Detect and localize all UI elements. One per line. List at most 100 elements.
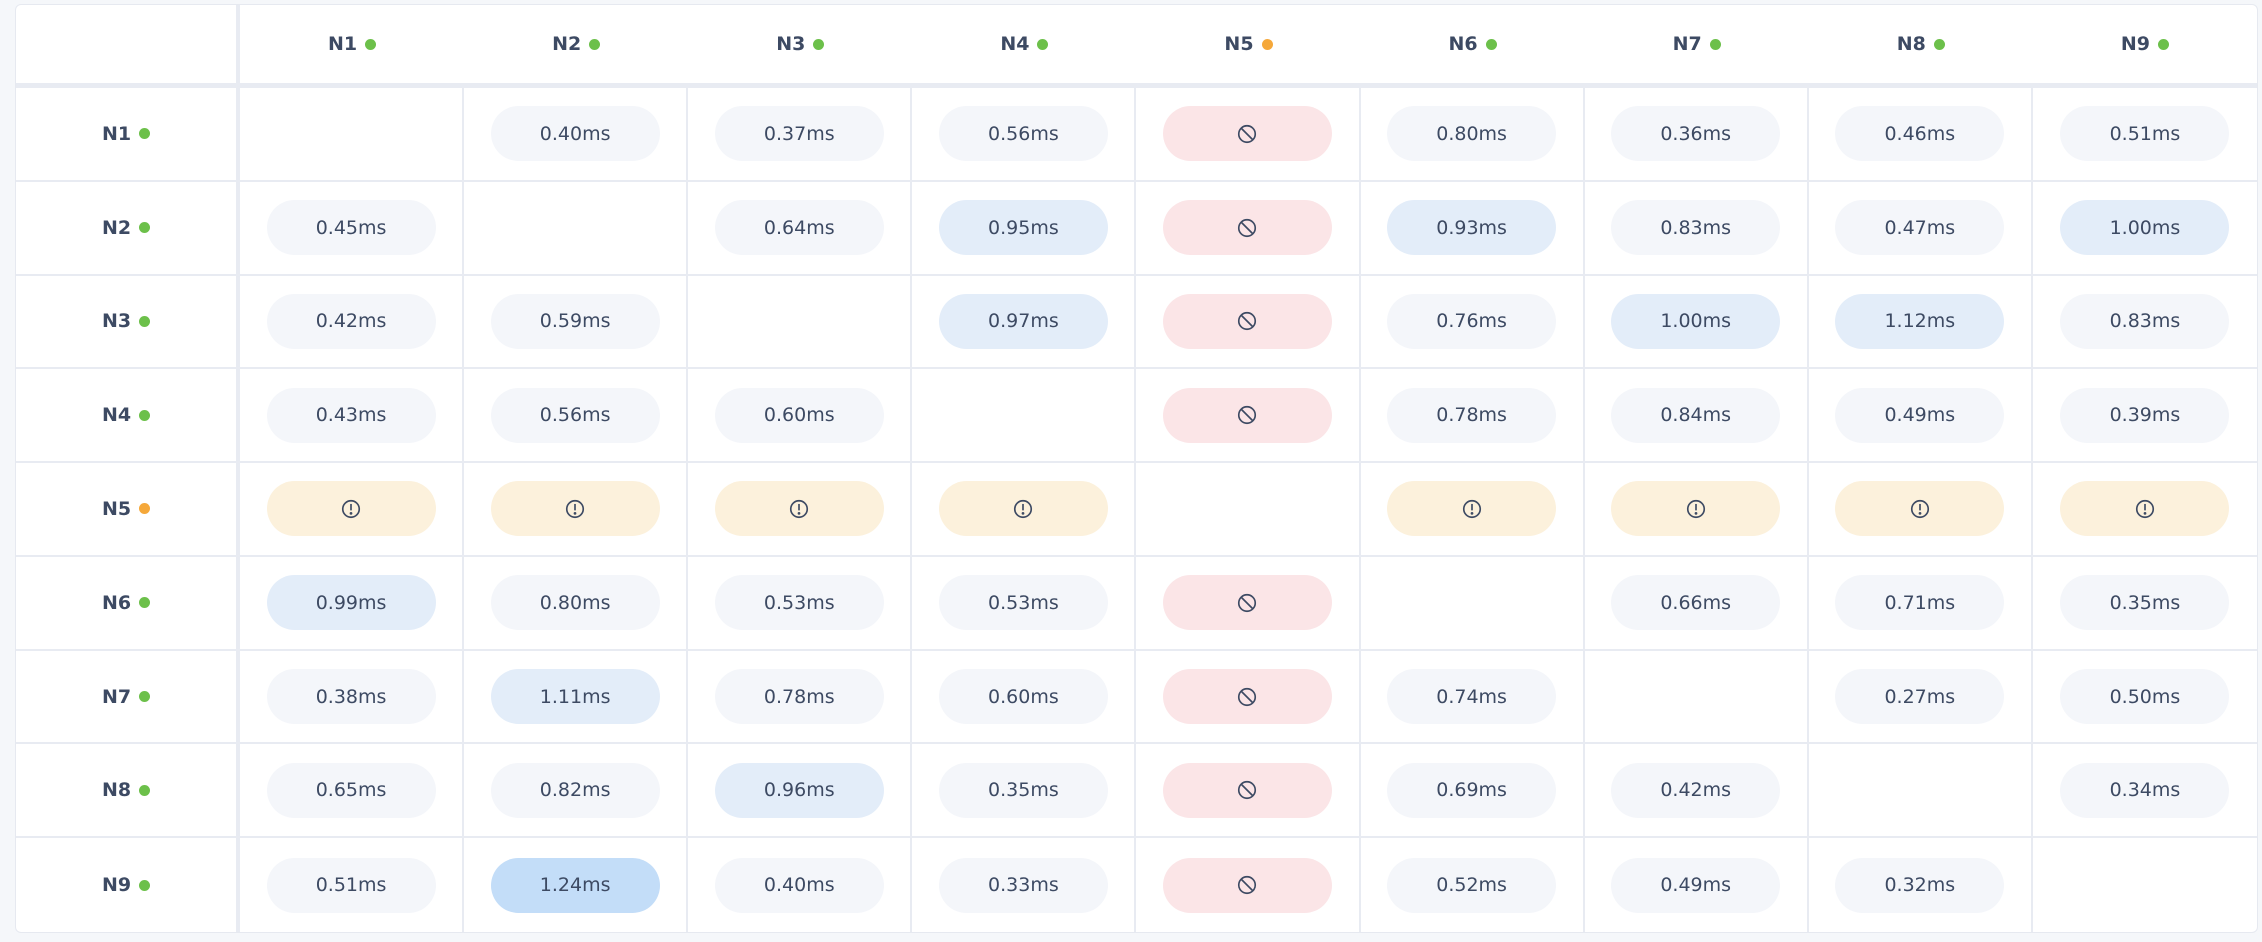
latency-value[interactable]: 0.36ms (1611, 106, 1781, 162)
latency-value[interactable]: 0.50ms (2060, 669, 2230, 725)
matrix-cell: 1.00ms (2032, 182, 2257, 276)
latency-value[interactable]: 0.83ms (1611, 200, 1781, 256)
latency-value[interactable]: 0.45ms (266, 200, 436, 256)
latency-value[interactable]: 1.11ms (490, 669, 660, 725)
warning-link[interactable] (266, 481, 436, 537)
latency-value[interactable]: 0.51ms (2060, 106, 2230, 162)
latency-value[interactable]: 0.60ms (938, 669, 1108, 725)
latency-value[interactable]: 0.56ms (490, 387, 660, 443)
latency-value[interactable]: 0.78ms (1387, 387, 1557, 443)
blocked-link[interactable] (1162, 387, 1332, 443)
warning-link[interactable] (1611, 481, 1781, 537)
latency-value[interactable]: 1.12ms (1835, 293, 2005, 349)
matrix-cell (1360, 556, 1585, 651)
latency-value[interactable]: 0.83ms (2060, 293, 2230, 349)
latency-value[interactable]: 1.00ms (2060, 200, 2230, 256)
latency-value[interactable]: 0.37ms (714, 106, 884, 162)
matrix-cell: 0.49ms (1585, 838, 1809, 932)
latency-value[interactable]: 0.39ms (2060, 387, 2230, 443)
matrix-cell: 1.12ms (1808, 275, 2033, 370)
column-header-n5: N5 (1136, 5, 1361, 88)
latency-value[interactable]: 0.40ms (714, 857, 884, 913)
matrix-cell: 0.97ms (912, 275, 1137, 370)
matrix-cell: 0.27ms (1808, 650, 2033, 745)
latency-value[interactable]: 1.00ms (1611, 293, 1781, 349)
latency-value[interactable]: 0.32ms (1835, 857, 2005, 913)
latency-value[interactable]: 0.33ms (938, 857, 1108, 913)
blocked-link[interactable] (1162, 106, 1332, 162)
latency-value[interactable]: 0.71ms (1835, 575, 2005, 631)
matrix-cell: 0.56ms (464, 369, 689, 464)
latency-value[interactable]: 0.56ms (938, 106, 1108, 162)
warning-icon (1461, 498, 1483, 520)
row-header-n7: N7 (16, 650, 240, 745)
latency-value[interactable]: 0.42ms (1611, 762, 1781, 818)
latency-value[interactable]: 0.78ms (714, 669, 884, 725)
warning-link[interactable] (2060, 481, 2230, 537)
matrix-cell: 0.59ms (464, 275, 689, 370)
matrix-cell: 0.80ms (464, 556, 689, 651)
latency-value[interactable]: 0.59ms (490, 293, 660, 349)
blocked-link[interactable] (1162, 575, 1332, 631)
latency-value[interactable]: 0.64ms (714, 200, 884, 256)
matrix-cell: 0.83ms (2032, 276, 2257, 370)
latency-value[interactable]: 0.97ms (938, 293, 1108, 349)
latency-value[interactable]: 0.84ms (1611, 387, 1781, 443)
blocked-link[interactable] (1162, 293, 1332, 349)
latency-value[interactable]: 0.69ms (1387, 762, 1557, 818)
blocked-link[interactable] (1162, 669, 1332, 725)
latency-value[interactable]: 0.60ms (714, 387, 884, 443)
warning-icon (1685, 498, 1707, 520)
latency-value[interactable]: 0.76ms (1387, 293, 1557, 349)
latency-value[interactable]: 0.93ms (1387, 200, 1557, 256)
warning-link[interactable] (1835, 481, 2005, 537)
latency-value[interactable]: 0.65ms (266, 762, 436, 818)
blocked-link[interactable] (1162, 762, 1332, 818)
blocked-icon (1236, 217, 1258, 239)
latency-value[interactable]: 0.43ms (266, 387, 436, 443)
latency-value[interactable]: 0.82ms (490, 762, 660, 818)
matrix-cell (1136, 650, 1361, 745)
matrix-cell (2033, 838, 2257, 932)
latency-value[interactable]: 0.95ms (938, 200, 1108, 256)
row-header-n2: N2 (16, 181, 240, 276)
latency-value[interactable]: 0.51ms (266, 857, 436, 913)
latency-value[interactable]: 0.96ms (714, 762, 884, 818)
status-dot-degraded (1261, 38, 1273, 50)
blocked-link[interactable] (1162, 857, 1332, 913)
latency-value[interactable]: 0.42ms (266, 293, 436, 349)
latency-value[interactable]: 0.52ms (1387, 857, 1557, 913)
latency-value[interactable]: 0.34ms (2060, 762, 2230, 818)
warning-link[interactable] (714, 481, 884, 537)
matrix-cell: 0.53ms (912, 556, 1137, 651)
blocked-link[interactable] (1162, 200, 1332, 256)
matrix-cell: 0.56ms (912, 88, 1137, 182)
matrix-cell: 0.36ms (1584, 88, 1809, 182)
latency-value[interactable]: 0.27ms (1835, 669, 2005, 725)
column-header-n1: N1 (240, 5, 465, 88)
latency-value[interactable]: 0.80ms (1387, 106, 1557, 162)
latency-value[interactable]: 0.46ms (1835, 106, 2005, 162)
matrix-cell (2032, 463, 2257, 557)
latency-value[interactable]: 0.66ms (1611, 575, 1781, 631)
latency-value[interactable]: 0.35ms (938, 762, 1108, 818)
warning-link[interactable] (490, 481, 660, 537)
status-dot-online (1037, 38, 1049, 50)
latency-value[interactable]: 0.35ms (2060, 575, 2230, 631)
latency-value[interactable]: 0.53ms (714, 575, 884, 631)
latency-value[interactable]: 0.49ms (1611, 857, 1781, 913)
latency-value[interactable]: 1.24ms (490, 857, 660, 913)
matrix-cell: 0.80ms (1360, 88, 1585, 182)
latency-value[interactable]: 0.38ms (266, 669, 436, 725)
latency-value[interactable]: 0.74ms (1387, 669, 1557, 725)
latency-value[interactable]: 0.99ms (266, 575, 436, 631)
warning-link[interactable] (938, 481, 1108, 537)
matrix-cell: 0.37ms (688, 88, 913, 182)
warning-link[interactable] (1387, 481, 1557, 537)
status-dot-online (139, 784, 151, 796)
latency-value[interactable]: 0.53ms (938, 575, 1108, 631)
latency-value[interactable]: 0.49ms (1835, 387, 2005, 443)
latency-value[interactable]: 0.47ms (1835, 200, 2005, 256)
latency-value[interactable]: 0.80ms (490, 575, 660, 631)
latency-value[interactable]: 0.40ms (490, 106, 660, 162)
